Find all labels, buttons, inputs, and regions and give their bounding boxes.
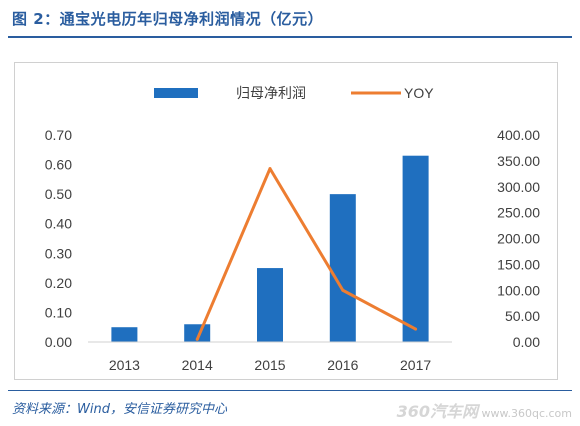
watermark: 360汽车网 www.360qc.com: [397, 398, 572, 422]
x-tick-label: 2017: [400, 357, 431, 373]
yoy-point-2015: [268, 167, 272, 171]
yoy-point-2016: [341, 288, 345, 292]
legend-bar-swatch: [154, 88, 198, 98]
y-right-tick-label: 50.00: [505, 308, 540, 324]
legend-bar-label: 归母净利润: [236, 85, 306, 101]
legend: 归母净利润 YOY: [154, 85, 434, 101]
x-tick-label: 2013: [109, 357, 140, 373]
yoy-point-2017: [414, 327, 418, 331]
x-tick-label: 2015: [254, 357, 285, 373]
bar-2014: [184, 324, 211, 342]
legend-line-label: YOY: [404, 85, 434, 101]
source-rule: [8, 390, 572, 391]
y-left-tick-label: 0.10: [45, 304, 72, 320]
y-left-tick-label: 0.20: [45, 275, 72, 291]
watermark-url: www.360qc.com: [481, 407, 573, 420]
y-right-tick-label: 100.00: [497, 282, 540, 298]
y-left-tick-label: 0.40: [45, 216, 72, 232]
y-right-tick-label: 200.00: [497, 231, 540, 247]
y-right-tick-label: 350.00: [497, 153, 540, 169]
source-note: 资料来源：Wind，安信证券研究中心: [12, 402, 227, 417]
y-left-tick-label: 0.60: [45, 157, 72, 173]
title-rule: [8, 36, 572, 38]
x-tick-label: 2014: [182, 357, 213, 373]
y-left-tick-label: 0.00: [45, 334, 72, 350]
chart-frame: [14, 62, 558, 380]
y-right-tick-label: 150.00: [497, 256, 540, 272]
watermark-brand: 360汽车网: [396, 402, 478, 421]
x-tick-label: 2016: [327, 357, 358, 373]
y-right-tick-label: 250.00: [497, 205, 540, 221]
bar-2013: [111, 327, 138, 342]
bar-2016: [329, 194, 356, 342]
y-left-tick-label: 0.50: [45, 186, 72, 202]
bar-2017: [402, 155, 429, 342]
y-left-tick-label: 0.30: [45, 245, 72, 261]
y-right-tick-label: 0.00: [513, 334, 540, 350]
yoy-line: [195, 167, 417, 341]
y-right-tick-label: 400.00: [497, 127, 540, 143]
figure-title: 图 2：通宝光电历年归母净利润情况（亿元）: [12, 10, 324, 28]
y-right-tick-label: 300.00: [497, 179, 540, 195]
yoy-point-2014: [195, 337, 199, 341]
y-left-tick-label: 0.70: [45, 127, 72, 143]
bar-2015: [257, 268, 283, 342]
